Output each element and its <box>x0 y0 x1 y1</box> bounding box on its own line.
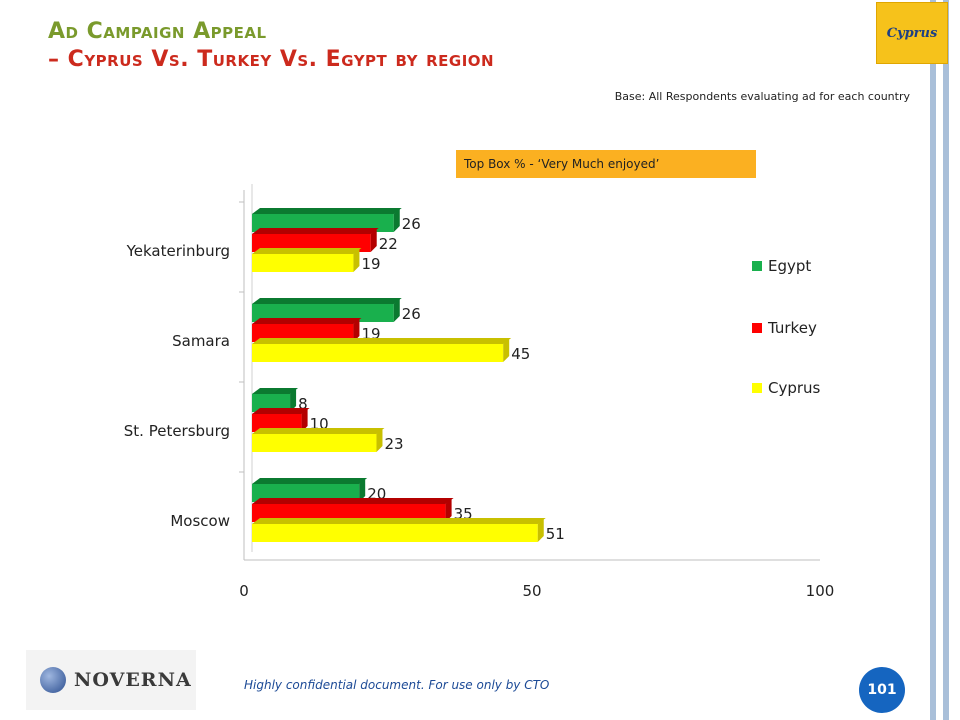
bar-top-face <box>252 498 454 504</box>
bar-side-face <box>376 428 383 452</box>
bar <box>252 344 504 362</box>
bar-top-face <box>252 228 379 234</box>
bar <box>252 504 446 522</box>
bar <box>252 434 377 452</box>
title-line1: Ad Campaign Appeal <box>48 19 267 44</box>
bar <box>252 324 354 342</box>
y-tick-label: Samara <box>172 332 230 350</box>
data-label: 23 <box>384 435 403 453</box>
slide-title: Ad Campaign Appeal – Cyprus Vs. Turkey V… <box>48 18 494 74</box>
bar <box>252 214 394 232</box>
bar-top-face <box>252 248 362 254</box>
bar-top-face <box>252 318 362 324</box>
data-label: 26 <box>402 305 421 323</box>
bar <box>252 304 394 322</box>
bar-top-face <box>252 388 299 394</box>
data-label: 26 <box>402 215 421 233</box>
legend-label: Turkey <box>767 319 817 337</box>
x-tick-label: 100 <box>806 582 835 600</box>
title-suffix: by region <box>395 47 495 72</box>
legend-swatch <box>752 261 762 271</box>
bar-side-face <box>353 318 360 342</box>
legend-swatch <box>752 383 762 393</box>
top-box-label: Top Box % - ‘Very Much enjoyed’ <box>456 150 756 178</box>
data-label: 22 <box>379 235 398 253</box>
title-line2: Cyprus Vs. Turkey Vs. Egypt <box>67 47 388 72</box>
base-note: Base: All Respondents evaluating ad for … <box>614 90 910 103</box>
bar-side-face <box>537 518 544 542</box>
bar-side-face <box>393 208 400 232</box>
bar <box>252 254 354 272</box>
noverna-logo: NOVERNA <box>26 650 196 710</box>
bar <box>252 484 360 502</box>
legend-label: Cyprus <box>768 379 821 397</box>
bar <box>252 524 538 542</box>
y-tick-label: Yekaterinburg <box>126 242 230 260</box>
bar-side-face <box>359 478 366 502</box>
x-tick-label: 50 <box>522 582 541 600</box>
globe-icon <box>40 667 66 693</box>
cyprus-logo: Cyprus <box>876 2 948 64</box>
bar-side-face <box>353 248 360 272</box>
data-label: 8 <box>298 395 308 413</box>
x-tick-label: 0 <box>239 582 249 600</box>
y-tick-label: St. Petersburg <box>124 422 230 440</box>
bar-top-face <box>252 478 368 484</box>
bar-side-face <box>445 498 452 522</box>
bar-top-face <box>252 208 402 214</box>
bar-side-face <box>503 338 510 362</box>
legend-swatch <box>752 323 762 333</box>
cyprus-logo-text: Cyprus <box>886 25 938 41</box>
bar-top-face <box>252 338 512 344</box>
title-dash: – <box>48 47 60 72</box>
bar <box>252 394 291 412</box>
bar-side-face <box>290 388 297 412</box>
bar <box>252 234 371 252</box>
bar-top-face <box>252 518 546 524</box>
bar-top-face <box>252 428 385 434</box>
page-number-badge: 101 <box>859 667 905 713</box>
bar-side-face <box>301 408 308 432</box>
footer-note: Highly confidential document. For use on… <box>244 678 550 692</box>
legend-label: Egypt <box>768 257 811 275</box>
y-tick-label: Moscow <box>170 512 230 530</box>
data-label: 45 <box>511 345 530 363</box>
right-border-rule <box>930 0 936 720</box>
data-label: 19 <box>361 255 380 273</box>
data-label: 51 <box>546 525 565 543</box>
bar-top-face <box>252 298 402 304</box>
bar-side-face <box>370 228 377 252</box>
bar-top-face <box>252 408 310 414</box>
bar <box>252 414 302 432</box>
right-border-rule <box>943 0 949 720</box>
noverna-logo-text: NOVERNA <box>74 669 192 691</box>
bar-side-face <box>393 298 400 322</box>
